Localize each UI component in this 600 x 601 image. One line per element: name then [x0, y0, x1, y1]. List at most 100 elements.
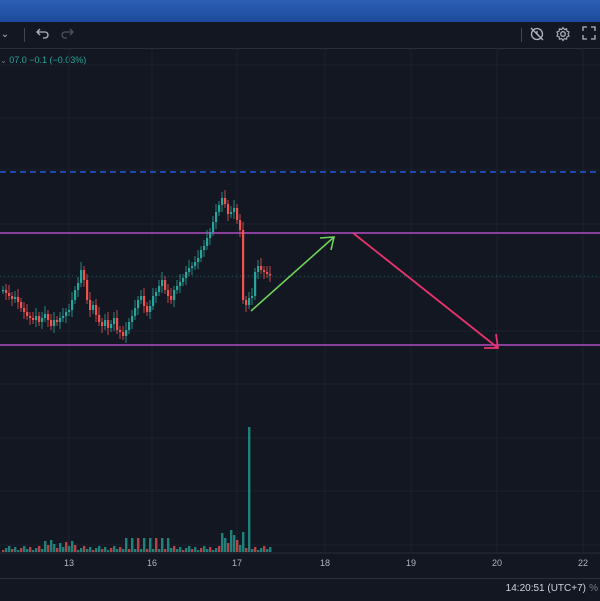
- candle-body: [194, 262, 197, 266]
- candle-body: [68, 310, 71, 312]
- candlestick-chart[interactable]: 13 16 17 18 19 20 22: [0, 48, 600, 578]
- candle-body: [227, 204, 230, 214]
- volume-bar: [239, 545, 242, 552]
- range-lines: [0, 171, 600, 346]
- volume-bar: [203, 546, 206, 552]
- date-axis: 13 16 17 18 19 20 22: [0, 552, 600, 568]
- volume-bars: [2, 427, 272, 552]
- chart-pane[interactable]: 13 16 17 18 19 20 22: [0, 48, 600, 578]
- volume-bar: [227, 543, 230, 552]
- volume-bar: [173, 546, 176, 552]
- candle-body: [143, 296, 146, 306]
- volume-bar: [248, 427, 251, 552]
- volume-bar: [179, 547, 182, 552]
- candle-body: [170, 296, 173, 300]
- candle-body: [200, 250, 203, 258]
- volume-bar: [269, 547, 272, 552]
- status-bar: 14:20:51 (UTC+7) %: [0, 578, 600, 601]
- candle-body: [176, 286, 179, 290]
- volume-bar: [92, 550, 95, 552]
- candle-body: [149, 306, 152, 312]
- candle-body: [89, 300, 92, 310]
- candle-body: [86, 280, 89, 300]
- volume-bar: [266, 549, 269, 552]
- volume-bar: [122, 549, 125, 552]
- candle-body: [2, 290, 5, 292]
- candle-body: [32, 318, 35, 320]
- candle-body: [182, 278, 185, 282]
- candle-body: [95, 305, 98, 315]
- candle-body: [206, 238, 209, 246]
- candle-body: [230, 212, 233, 214]
- volume-bar: [113, 546, 116, 552]
- candle-body: [236, 208, 239, 220]
- volume-bar: [110, 548, 113, 552]
- candle-body: [164, 280, 167, 290]
- candle-body: [131, 316, 134, 322]
- volume-bar: [38, 546, 41, 552]
- window-titlebar: [0, 0, 600, 22]
- fullscreen-icon[interactable]: [580, 26, 598, 44]
- volume-bar: [188, 546, 191, 552]
- volume-bar: [83, 546, 86, 552]
- clock-text[interactable]: 14:20:51 (UTC+7): [505, 583, 586, 594]
- candle-body: [266, 272, 269, 274]
- candle-body: [251, 296, 254, 298]
- volume-bar: [128, 549, 131, 552]
- volume-bar: [134, 549, 137, 552]
- percent-toggle[interactable]: %: [589, 583, 598, 594]
- alert-clock-icon[interactable]: [528, 26, 546, 44]
- volume-bar: [137, 538, 140, 552]
- candle-body: [77, 283, 80, 290]
- arrow-up-head: [319, 236, 336, 251]
- candle-body: [71, 300, 74, 310]
- redo-icon[interactable]: [58, 26, 76, 44]
- volume-bar: [185, 548, 188, 552]
- volume-bar: [221, 533, 224, 552]
- candle-body: [209, 232, 212, 238]
- volume-bar: [26, 549, 29, 552]
- candle-body: [134, 308, 137, 316]
- candle-body: [233, 208, 236, 212]
- volume-bar: [206, 549, 209, 552]
- candle-body: [212, 222, 215, 232]
- volume-bar: [260, 548, 263, 552]
- volume-bar: [257, 550, 260, 552]
- chart-grid: [0, 48, 600, 552]
- volume-bar: [77, 550, 80, 552]
- candle-body: [119, 330, 122, 332]
- candle-body: [218, 205, 221, 212]
- candle-body: [224, 198, 227, 204]
- candle-body: [125, 330, 128, 336]
- volume-bar: [215, 548, 218, 552]
- volume-bar: [236, 540, 239, 552]
- volume-bar: [95, 548, 98, 552]
- candle-body: [146, 306, 149, 312]
- volume-bar: [254, 547, 257, 552]
- candle-body: [20, 302, 23, 308]
- volume-bar: [176, 549, 179, 552]
- candle-body: [188, 268, 191, 272]
- candle-body: [53, 320, 56, 326]
- candle-body: [239, 220, 242, 230]
- volume-bar: [182, 550, 185, 552]
- volume-bar: [245, 548, 248, 552]
- volume-bar: [263, 546, 266, 552]
- candle-body: [260, 266, 263, 270]
- undo-icon[interactable]: [34, 26, 52, 44]
- interval-dropdown-caret-icon[interactable]: ⌄: [0, 29, 10, 40]
- candle-body: [50, 320, 53, 326]
- gear-icon[interactable]: [554, 26, 572, 44]
- volume-bar: [125, 538, 128, 552]
- drawing-arrows: [250, 232, 500, 349]
- arrow-down-line: [352, 232, 499, 349]
- legend-caret-icon[interactable]: ⌄: [0, 56, 7, 65]
- volume-bar: [218, 546, 221, 552]
- volume-bar: [53, 544, 56, 552]
- volume-bar: [164, 549, 167, 552]
- candle-body: [221, 198, 224, 205]
- candle-body: [197, 258, 200, 262]
- candle-body: [65, 312, 68, 316]
- volume-bar: [209, 547, 212, 552]
- candle-body: [14, 297, 17, 299]
